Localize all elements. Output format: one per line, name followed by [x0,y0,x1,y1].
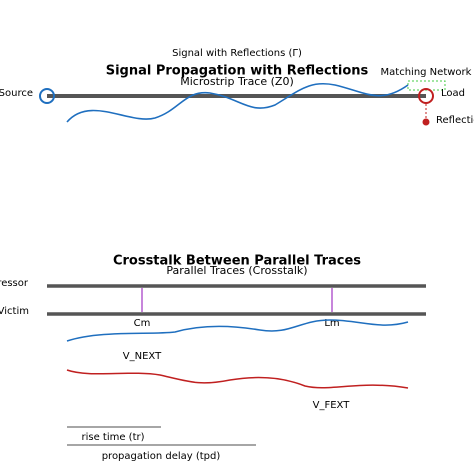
caption: Signal with Reflections (Γ) [172,48,302,59]
reflection-dot [422,118,430,126]
title: Signal Propagation with Reflections [106,64,369,79]
source [39,88,55,104]
lm-label: Lm [324,318,339,329]
crosstalk-title: Crosstalk Between Parallel Traces [113,254,361,269]
reflection-label: Reflection [436,115,474,126]
fext-wave [66,369,409,389]
trace-label: Microstrip Trace (Z0) [180,75,294,88]
delay-label: propagation delay (tpd) [102,451,221,462]
victim-label: Victim [0,306,29,317]
source-label: Source [0,88,33,99]
fext-label: V_FEXT [313,400,351,411]
aggressor-label: Aggressor [0,278,29,289]
matching-label: Matching Network [381,67,472,78]
next-label: V_NEXT [123,351,162,362]
next-wave [66,319,409,342]
crosstalk-subtitle: Parallel Traces (Crosstalk) [166,264,307,277]
load-label: Load [441,88,465,99]
wave [66,82,409,123]
rise-label: rise time (tr) [81,432,144,443]
load [418,88,434,104]
cm-label: Cm [134,318,151,329]
